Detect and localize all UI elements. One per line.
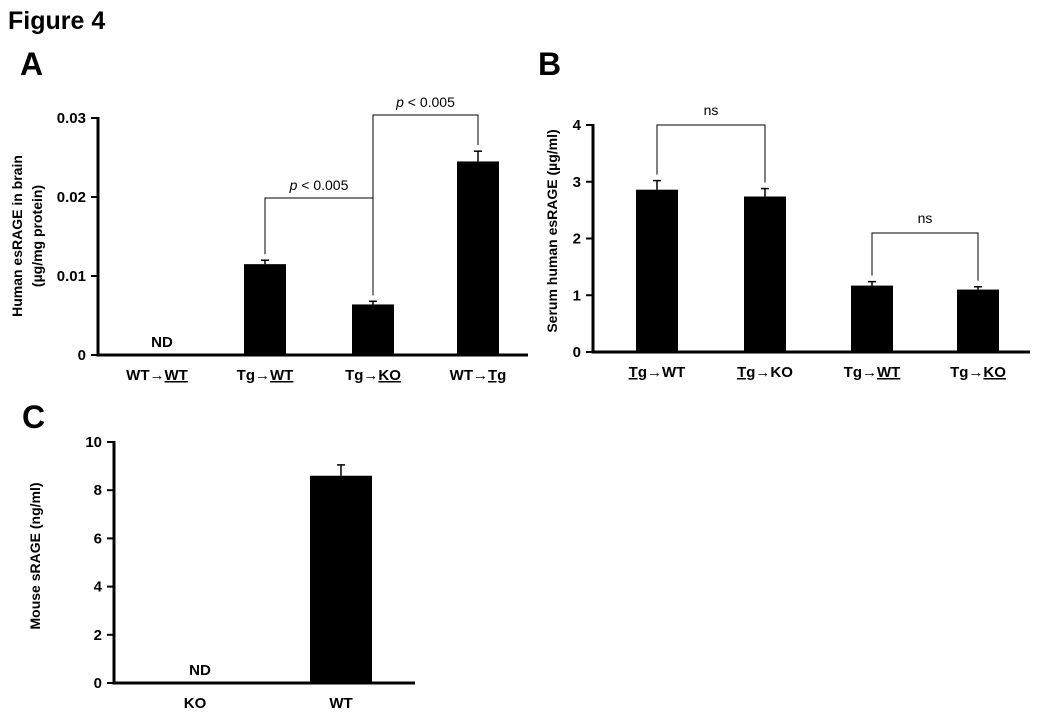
panel-b-comparison-label-text: ns [918,210,933,226]
panel-b-category-label-part: →KO [755,364,793,381]
panel-b-bar [957,289,999,352]
panel-c-ytick-label: 10 [85,434,102,451]
panel-b-category-label: Tg→KO [737,364,793,381]
panel-c-ytick-label: 6 [94,530,102,547]
panel-a-comparison-label-italic: p [395,94,404,110]
panel-a-ytick-label: 0 [78,347,86,364]
panel-b-category-label: Tg→WT [629,364,686,381]
panel-b-ylabel: Serum human esRAGE (µg/ml) [544,129,560,332]
panel-a-category-label-part: KO [378,367,401,384]
panel-b-ytick-label: 4 [573,117,582,134]
panel-a-category-label-part: WT [165,367,188,384]
panel-c-ylabel: Mouse sRAGE (ng/ml) [27,482,43,629]
panel-a-bar [244,264,286,355]
panel-a-category-label-part: WT→ [126,367,164,384]
panel-a-category-label: Tg→KO [345,367,401,384]
panel-b-comparison-label-text: ns [704,102,719,118]
panel-a-comparison-bracket [372,114,479,296]
panel-b-category-label-part: WT [877,364,900,381]
panel-a-ytick-label: 0.01 [57,268,86,285]
panel-a-category-label: WT→Tg [450,367,507,384]
panel-b-comparison-bracket [871,232,979,281]
panel-c-ytick-label: 4 [94,579,103,596]
panel-c-bar-label: ND [189,662,211,679]
panel-b-category-label-part: Tg→ [844,364,877,381]
panel-a-letter: A [20,46,43,82]
panel-c-bar [310,475,372,683]
panel-b-letter: B [538,46,561,82]
panel-b-category-label-part: Tg [629,364,647,381]
panel-b-ytick-label: 2 [573,231,581,248]
panel-a-category-label-part: Tg [488,367,506,384]
panel-b-ytick-label: 0 [573,344,581,361]
panel-a-comparison-label: p < 0.005 [289,177,349,193]
panel-a-ylabel-unit: (µg/mg protein) [29,185,45,287]
panel-c-ytick-label: 2 [94,627,102,644]
panel-b-comparison-label: ns [704,102,719,118]
panel-a-comparison-label-text: < 0.005 [297,177,348,193]
panel-a-bar-label: ND [151,334,173,351]
panel-b-category-label-part: Tg [737,364,755,381]
panel-a-chart: A Human esRAGE in brain (µg/mg protein) … [9,46,528,384]
panel-c-category-label: KO [184,695,207,712]
panel-b-ytick-label: 1 [573,287,581,304]
panel-b-ytick-label: 3 [573,174,581,191]
panel-a-category-label: Tg→WT [237,367,294,384]
panel-b-category-label-part: Tg→ [950,364,983,381]
panel-c-ytick-label: 8 [94,482,102,499]
panel-c-chart: C Mouse sRAGE (ng/ml) 0 2 4 6 8 10 ND KO WT [22,399,415,712]
panel-b-comparison-label: ns [918,210,933,226]
panel-a-category-label-part: Tg→ [345,367,378,384]
panel-b-comparison-bracket [656,124,766,183]
panel-c-ytick-label: 0 [94,675,102,692]
panel-a-ytick-label: 0.02 [57,189,86,206]
panel-b-category-label: Tg→KO [950,364,1006,381]
panel-b-bar [744,196,786,352]
panel-a-category-label: WT→WT [126,367,188,384]
panel-a-ytick-label: 0.03 [57,110,86,127]
panel-a-comparison-label-italic: p [289,177,298,193]
panel-a-category-label-part: WT→ [450,367,488,384]
panel-b-bar [851,285,893,352]
figure-title: Figure 4 [8,7,105,35]
panel-c-letter: C [22,399,45,435]
panel-a-comparison-label: p < 0.005 [395,94,455,110]
panel-a-bar [352,304,394,355]
panel-b-category-label: Tg→WT [844,364,901,381]
panel-a-bar [457,161,499,355]
panel-b-category-label-part: →WT [647,364,685,381]
panel-c-category-label-part: KO [184,695,207,712]
panel-a-category-label-part: Tg→ [237,367,270,384]
panel-b-bar [636,189,678,352]
panel-a-ylabel: Human esRAGE in brain [9,155,25,317]
panel-a-comparison-label-text: < 0.005 [404,94,455,110]
panel-c-category-label: WT [329,695,352,712]
panel-c-category-label-part: WT [329,695,352,712]
panel-b-category-label-part: KO [983,364,1006,381]
panel-a-category-label-part: WT [270,367,293,384]
